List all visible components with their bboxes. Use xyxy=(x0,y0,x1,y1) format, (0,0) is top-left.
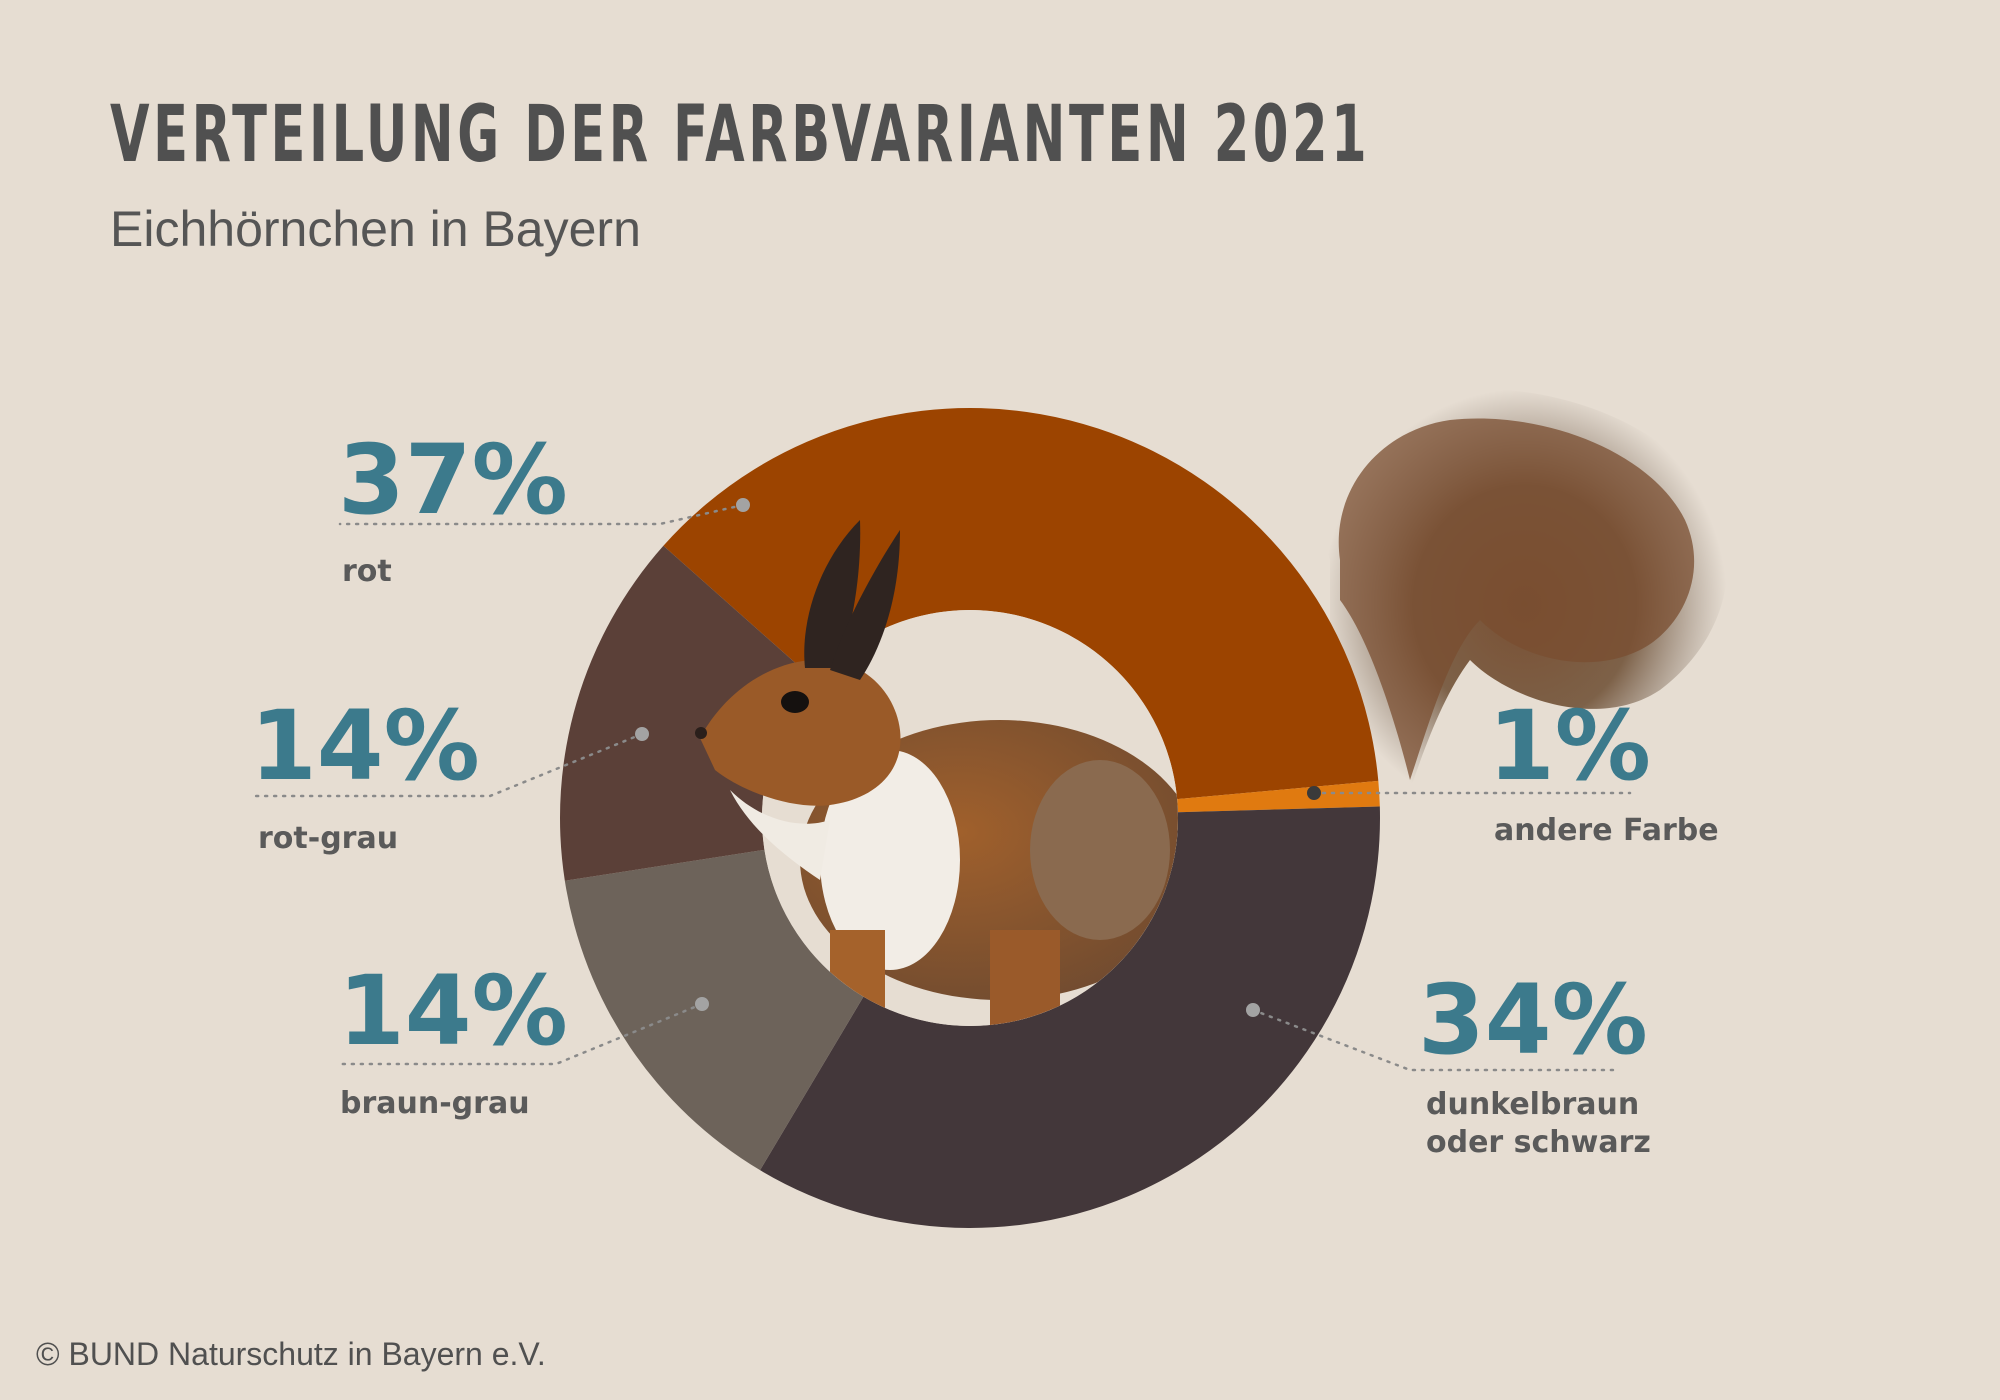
leader-line-rot xyxy=(338,503,745,526)
slice-rot-grau xyxy=(560,545,815,881)
label-rot-grau-percent: 14% xyxy=(250,690,480,802)
leader-dot-braun-grau xyxy=(695,997,709,1011)
chart-subtitle: Eichhörnchen in Bayern xyxy=(110,201,641,257)
leader-dot-andere-farbe xyxy=(1307,786,1321,800)
copyright-note: © BUND Naturschutz in Bayern e.V. xyxy=(36,1336,546,1372)
slice-andere-farbe xyxy=(1177,780,1380,813)
squirrel-image xyxy=(695,520,1178,1026)
leader-line-rot-grau xyxy=(248,732,644,798)
label-rot-name: rot xyxy=(342,554,392,589)
squirrel-tail-image xyxy=(1322,388,1728,820)
leader-line-dunkelbraun-oder-schwarz xyxy=(1251,1008,1620,1072)
label-braun-grau-name: braun-grau xyxy=(340,1086,530,1121)
slice-braun-grau xyxy=(564,849,864,1171)
slice-dunkelbraun-oder-schwarz xyxy=(760,806,1380,1229)
label-braun-grau-percent: 14% xyxy=(338,955,568,1067)
label-dunkelbraun-percent: 34% xyxy=(1418,964,1648,1076)
label-dunkelbraun-name-line2: oder schwarz xyxy=(1426,1125,1651,1160)
leader-dot-rot xyxy=(736,498,750,512)
label-andere-farbe-percent: 1% xyxy=(1488,690,1651,802)
slice-rot xyxy=(663,407,1379,800)
label-rot-grau-name: rot-grau xyxy=(258,821,399,856)
label-rot-percent: 37% xyxy=(338,424,568,536)
label-dunkelbraun-name-line1: dunkelbraun xyxy=(1426,1087,1640,1122)
leader-dot-dunkelbraun-oder-schwarz xyxy=(1246,1003,1260,1017)
leader-dot-rot-grau xyxy=(635,727,649,741)
chart-title: VERTEILUNG DER FARBVARIANTEN 2021 xyxy=(110,90,1371,180)
label-andere-farbe-name: andere Farbe xyxy=(1494,813,1719,848)
